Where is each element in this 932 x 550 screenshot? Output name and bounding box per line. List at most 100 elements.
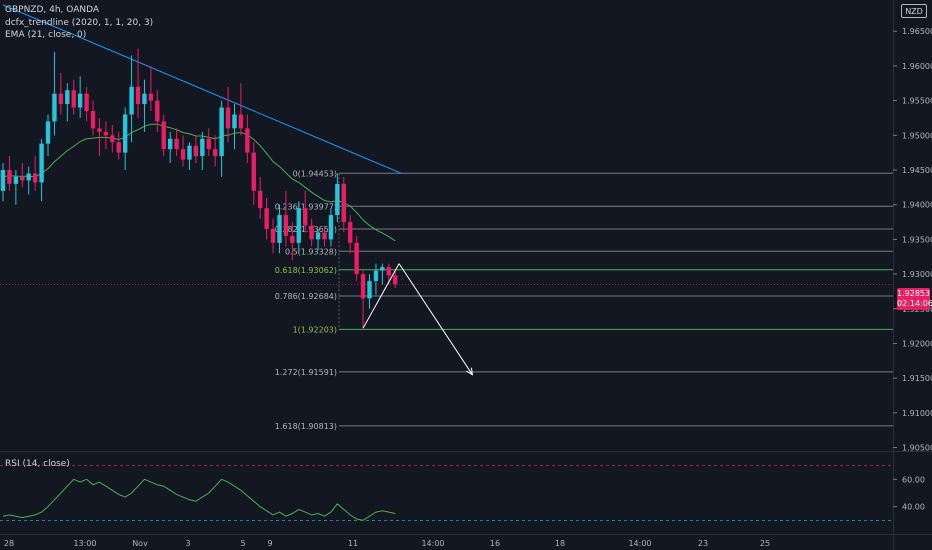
candle-body	[58, 93, 64, 105]
ema-line-group	[2, 123, 396, 242]
fib-level-label: 0.382(1.93650)	[275, 225, 337, 234]
price-axis-tick-label: 1.94500	[902, 166, 932, 175]
candle-body	[341, 183, 346, 223]
candle-body	[270, 228, 276, 243]
candle-body	[180, 149, 186, 160]
last-price-tag: 1.92853	[897, 288, 931, 300]
descending-trendline	[2, 4, 402, 174]
ema-indicator-legend[interactable]: EMA (21, close, 0)	[5, 30, 87, 40]
price-axis-tick-label: 1.93000	[902, 270, 932, 279]
candle-body	[20, 176, 25, 181]
candle-body	[26, 173, 31, 181]
price-axis-tick-label: 1.91500	[902, 374, 932, 383]
price-axis-tick-label: 1.95500	[902, 97, 932, 106]
price-axis-tick-label: 1.93500	[902, 235, 932, 244]
candle-body	[206, 138, 211, 150]
candle-body	[148, 93, 154, 101]
time-axis-tick-label: 16	[490, 539, 500, 548]
fibonacci-retracement[interactable]: 0(1.94453) 0.236(1.93977) 0.382(1.93650) 0.…	[275, 169, 893, 431]
rsi-indicator-legend[interactable]: RSI (14, close)	[5, 459, 70, 469]
candle-body	[373, 270, 379, 282]
candle-body	[328, 215, 334, 240]
candle-body	[0, 169, 6, 191]
candle-body	[245, 128, 250, 153]
projection-leg-line	[362, 263, 400, 329]
time-axis-tick-label: 25	[760, 539, 770, 548]
price-axis-tick-label: 1.91000	[902, 409, 932, 418]
fib-level-label: 1(1.92203)	[293, 325, 337, 334]
candle-body	[161, 121, 166, 150]
price-axis-tick-label: 1.94000	[902, 201, 932, 210]
fib-level-label: 0.5(1.93328)	[285, 247, 337, 256]
candle-body	[116, 142, 121, 153]
candle-body	[283, 215, 289, 236]
time-axis[interactable]: 28 13:00 Nov 3 5 9 11 14:00 16 18 14:00 23 25	[4, 539, 770, 548]
candle-body	[322, 232, 327, 240]
currency-label[interactable]: NZD	[901, 4, 927, 18]
time-axis-tick-label: 28	[4, 539, 14, 548]
candle-body	[187, 145, 192, 160]
time-axis-tick-label: 18	[555, 539, 565, 548]
candle-body	[251, 152, 256, 191]
candle-body	[13, 176, 19, 184]
candle-body	[65, 90, 70, 105]
price-axis-tick-label: 1.96500	[902, 27, 932, 36]
candle-body	[122, 114, 128, 153]
fib-level-label: 0.786(1.92684)	[275, 292, 337, 301]
candle-body	[380, 267, 385, 271]
candle-body	[277, 215, 282, 243]
candle-body	[135, 86, 141, 105]
candle-body	[174, 138, 179, 150]
price-axis[interactable]: 1.96500 1.96000 1.95500 1.95000 1.94500 1.940…	[893, 27, 932, 453]
candle-body	[7, 169, 12, 184]
time-axis-tick-label: 14:00	[628, 539, 651, 548]
time-axis-tick-label: 14:00	[421, 539, 444, 548]
candle-body	[258, 190, 263, 209]
candle-body	[200, 138, 205, 157]
fib-level-label: 0(1.94453)	[293, 169, 337, 178]
candle-body	[238, 114, 244, 129]
time-axis-tick-label: 9	[267, 539, 272, 548]
candle-body	[296, 208, 301, 243]
candle-body	[52, 93, 57, 122]
candle-body	[45, 121, 51, 144]
fib-level-label: 0.236(1.93977)	[275, 202, 337, 211]
candle-body	[71, 90, 76, 108]
candle-body	[155, 100, 160, 122]
candle-body	[77, 93, 83, 108]
price-axis-tick-label: 1.90500	[902, 444, 932, 453]
candle-body	[225, 107, 231, 129]
candle-body	[97, 128, 102, 132]
bar-countdown-tag: 02:14:06	[897, 298, 932, 310]
candle-body	[90, 111, 96, 129]
fib-level-label: 1.272(1.91591)	[275, 368, 337, 377]
candle-body	[264, 208, 269, 229]
candle-body	[290, 235, 295, 243]
projection-group[interactable]	[362, 263, 474, 376]
symbol-legend[interactable]: GBPNZD, 4h, OANDA	[5, 5, 100, 15]
projection-arrow-head	[466, 367, 474, 376]
candle-body	[348, 222, 353, 243]
candle-body	[360, 274, 366, 299]
price-axis-tick-label: 1.95000	[902, 131, 932, 140]
candle-body	[309, 225, 314, 240]
time-axis-tick-label: 23	[698, 539, 708, 548]
trendline-group[interactable]	[2, 4, 402, 174]
candlestick-series	[0, 48, 398, 329]
candle-body	[367, 281, 372, 299]
price-axis-tick-label: 1.96000	[902, 62, 932, 71]
candle-body	[84, 93, 89, 112]
rsi-axis-tick-label: 60.00	[902, 475, 925, 484]
time-axis-tick-label: 5	[240, 539, 245, 548]
rsi-pane: 60.00 40.00	[0, 465, 925, 521]
ema-line	[2, 123, 396, 242]
projection-arrow-line	[398, 263, 473, 375]
trendline-indicator-legend[interactable]: dcfx_trendline (2020, 1, 1, 20, 3)	[5, 18, 154, 28]
rsi-axis-tick-label: 40.00	[902, 503, 925, 512]
candle-body	[303, 208, 308, 226]
time-axis-tick-label: 11	[348, 539, 358, 548]
candle-body	[232, 114, 237, 129]
candle-body	[219, 107, 224, 157]
